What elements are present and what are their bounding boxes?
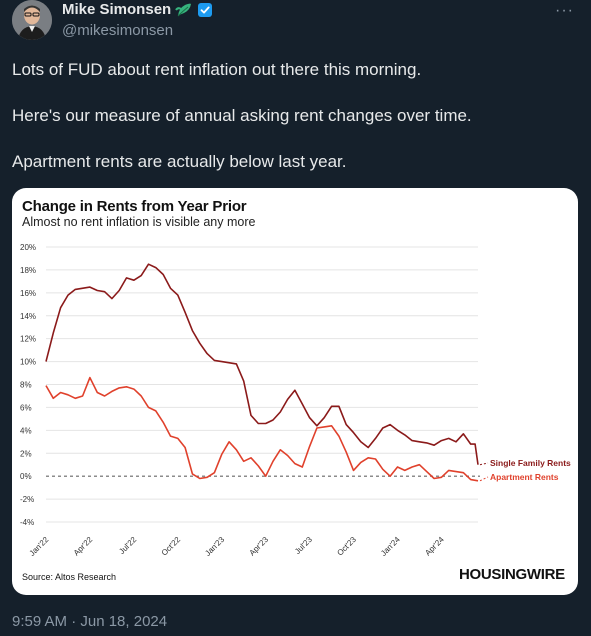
leaf-emoji-icon (175, 3, 192, 16)
y-tick-label: 18% (20, 266, 36, 275)
x-tick-label: Oct'22 (160, 535, 183, 558)
x-tick-label: Jan'22 (28, 535, 51, 558)
y-tick-label: 2% (20, 449, 32, 458)
series-label: Apartment Rents (490, 472, 559, 482)
chart-image-card[interactable]: Change in Rents from Year Prior Almost n… (12, 188, 578, 595)
series-leader (479, 476, 489, 482)
x-tick-label: Jul'23 (293, 535, 314, 556)
y-tick-label: 4% (20, 426, 32, 435)
y-tick-label: 12% (20, 335, 36, 344)
rent-change-chart: 20% 18% 16% 14% 12% 10% 8% 6% 4% 2% 0% -2% -4% Jan'22… (20, 243, 571, 558)
avatar-image (12, 0, 52, 40)
more-options-icon[interactable]: ··· (555, 2, 574, 19)
x-tick-label: Jul'22 (117, 535, 138, 556)
tweet-timestamp[interactable]: 9:59 AM · Jun 18, 2024 (12, 613, 168, 630)
verified-badge-icon (198, 2, 213, 17)
y-tick-label: 8% (20, 381, 32, 390)
y-tick-label: 6% (20, 403, 32, 412)
author-name[interactable]: Mike Simonsen (62, 1, 172, 18)
housingwire-logo: HOUSINGWIRE (459, 566, 565, 583)
chart-subtitle: Almost no rent inflation is visible any … (22, 215, 256, 229)
y-tick-label: 0% (20, 472, 32, 481)
y-tick-label: 14% (20, 312, 36, 321)
avatar[interactable] (12, 0, 52, 40)
tweet-paragraph: Apartment rents are actually below last … (12, 152, 347, 171)
series-line (45, 263, 479, 465)
series-label: Single Family Rents (490, 458, 571, 468)
y-tick-label: 16% (20, 289, 36, 298)
y-tick-label: 20% (20, 243, 36, 252)
x-tick-label: Apr'23 (248, 535, 271, 558)
author-name-row[interactable]: Mike Simonsen (62, 1, 213, 18)
tweet-text: Lots of FUD about rent inflation out the… (12, 58, 577, 196)
y-tick-label: -2% (20, 495, 34, 504)
chart-source: Source: Altos Research (22, 572, 117, 582)
chart-title: Change in Rents from Year Prior (22, 198, 247, 215)
tweet-paragraph: Lots of FUD about rent inflation out the… (12, 60, 422, 79)
x-tick-label: Oct'23 (335, 535, 358, 558)
x-tick-label: Apr'22 (72, 535, 95, 558)
y-tick-label: -4% (20, 518, 34, 527)
author-handle[interactable]: @mikesimonsen (62, 22, 174, 39)
tweet-paragraph: Here's our measure of annual asking rent… (12, 106, 472, 125)
x-tick-label: Jan'23 (203, 535, 226, 558)
series-leader (479, 462, 489, 466)
x-tick-label: Apr'24 (423, 535, 446, 558)
y-tick-label: 10% (20, 358, 36, 367)
x-tick-label: Jan'24 (379, 535, 402, 558)
series-line (45, 376, 479, 482)
